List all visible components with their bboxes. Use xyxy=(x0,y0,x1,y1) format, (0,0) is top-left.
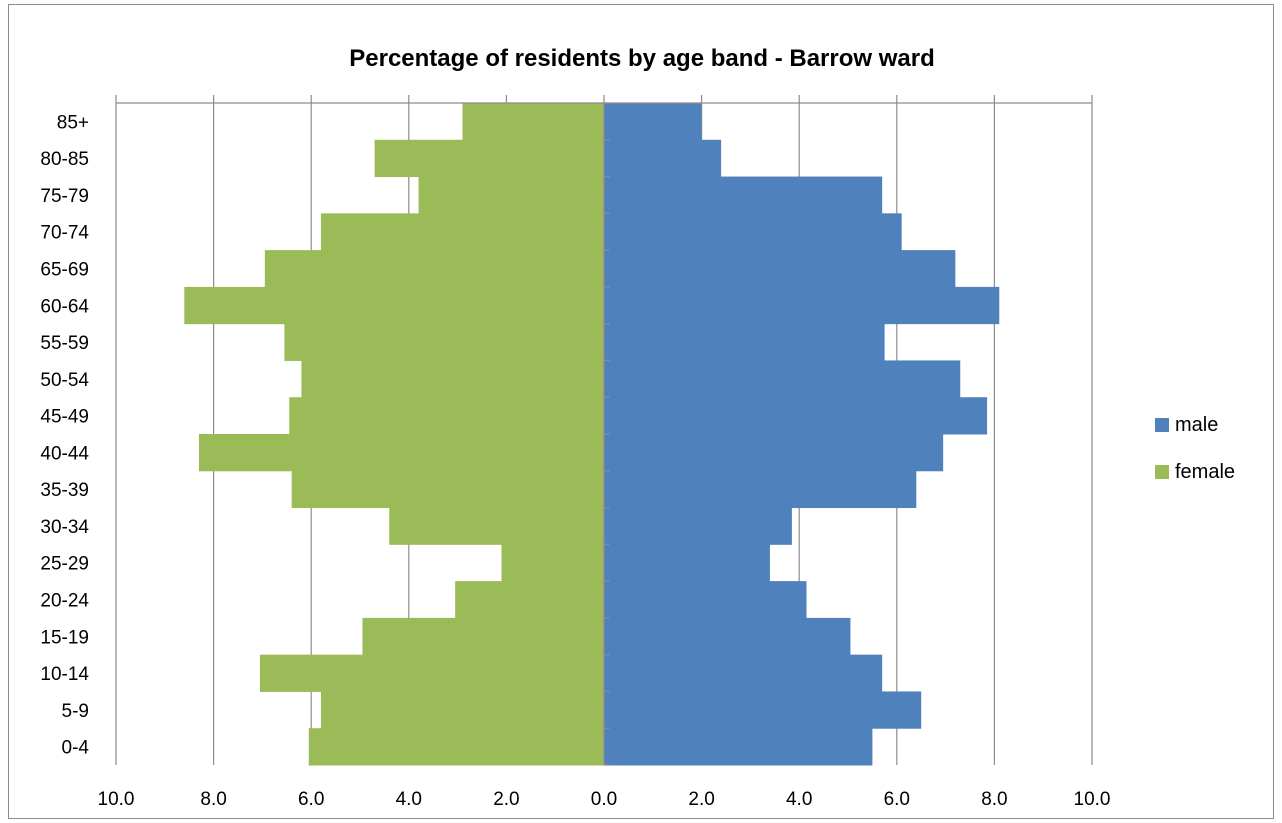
bar-male-35-39 xyxy=(604,470,917,509)
bar-male-50-54 xyxy=(604,360,961,398)
bar-female-25-29 xyxy=(501,544,604,582)
category-label: 75-79 xyxy=(40,186,89,207)
bar-male-80-85 xyxy=(604,139,722,178)
bar-female-75-79 xyxy=(418,176,604,214)
category-label: 40-44 xyxy=(40,443,89,464)
category-label: 70-74 xyxy=(40,223,89,244)
bar-female-0-4 xyxy=(308,728,604,766)
bar-male-65-69 xyxy=(604,250,956,288)
category-label: 25-29 xyxy=(40,554,89,575)
category-label: 30-34 xyxy=(40,517,89,538)
x-tick-label: 8.0 xyxy=(200,789,226,810)
x-tick-label: 10.0 xyxy=(98,789,135,810)
bar-male-30-34 xyxy=(604,507,792,545)
bar-male-10-14 xyxy=(604,654,883,692)
bar-male-40-44 xyxy=(604,434,944,472)
bar-male-20-24 xyxy=(604,581,807,619)
x-tick-label: 4.0 xyxy=(396,789,422,810)
category-label: 5-9 xyxy=(62,701,89,722)
bar-male-45-49 xyxy=(604,397,988,435)
bar-female-5-9 xyxy=(320,691,604,729)
bar-male-5-9 xyxy=(604,691,922,729)
bar-female-45-49 xyxy=(289,397,604,435)
legend-swatch-female xyxy=(1155,465,1169,479)
bar-male-70-74 xyxy=(604,213,902,251)
axes xyxy=(115,95,1093,766)
category-label: 50-54 xyxy=(40,370,89,391)
bar-male-55-59 xyxy=(604,323,885,361)
bar-female-50-54 xyxy=(301,360,604,398)
category-label: 20-24 xyxy=(40,591,89,612)
category-label: 45-49 xyxy=(40,407,89,428)
x-tick-label: 10.0 xyxy=(1074,789,1111,810)
legend-label-male: male xyxy=(1175,414,1218,436)
bar-female-65-69 xyxy=(264,250,604,288)
bar-female-40-44 xyxy=(198,434,604,472)
bar-male-0-4 xyxy=(604,728,873,766)
legend-label-female: female xyxy=(1175,461,1235,483)
x-tick-label: 2.0 xyxy=(688,789,714,810)
category-label: 0-4 xyxy=(62,738,90,759)
category-labels: 0-4 5-9 10-14 15-19 20-24 25-29 30-34 35-39 40-4… xyxy=(40,112,89,758)
chart-title: Percentage of residents by age band - Ba… xyxy=(349,45,935,72)
bar-male-60-64 xyxy=(604,286,1000,325)
bar-female-20-24 xyxy=(455,581,604,619)
bar-female-30-34 xyxy=(389,507,604,545)
x-tick-label: 0.0 xyxy=(591,789,617,810)
bar-female-10-14 xyxy=(259,654,604,692)
bar-male-75-79 xyxy=(604,176,883,214)
category-label: 65-69 xyxy=(40,260,89,281)
legend: male female xyxy=(1155,414,1235,483)
bars xyxy=(184,103,1000,766)
category-label: 60-64 xyxy=(40,296,89,317)
x-tick-label: 8.0 xyxy=(981,789,1007,810)
bar-female-70-74 xyxy=(320,213,604,251)
bar-female-15-19 xyxy=(362,617,604,656)
bar-male-85+ xyxy=(604,103,702,141)
category-label: 55-59 xyxy=(40,333,89,354)
x-tick-label: 2.0 xyxy=(493,789,519,810)
bar-male-15-19 xyxy=(604,617,851,656)
population-pyramid-chart: Percentage of residents by age band - Ba… xyxy=(40,45,1235,810)
bar-female-80-85 xyxy=(374,139,604,178)
bar-female-35-39 xyxy=(291,470,604,509)
x-tick-label: 6.0 xyxy=(884,789,910,810)
bar-female-55-59 xyxy=(284,323,604,361)
x-tick-label: 6.0 xyxy=(298,789,324,810)
bar-male-25-29 xyxy=(604,544,770,582)
category-label: 80-85 xyxy=(40,149,89,170)
bar-female-60-64 xyxy=(184,286,604,325)
legend-swatch-male xyxy=(1155,418,1169,432)
chart-frame: Percentage of residents by age band - Ba… xyxy=(8,4,1274,819)
x-tick-label: 4.0 xyxy=(786,789,812,810)
category-label: 85+ xyxy=(57,112,89,133)
bar-female-85+ xyxy=(462,103,604,141)
category-label: 35-39 xyxy=(40,480,89,501)
category-label: 15-19 xyxy=(40,627,89,648)
value-tick-labels: 10.0 8.0 6.0 4.0 2.0 0.0 2.0 4.0 6.0 8.0 10.0 xyxy=(98,789,1111,810)
category-label: 10-14 xyxy=(40,664,89,685)
